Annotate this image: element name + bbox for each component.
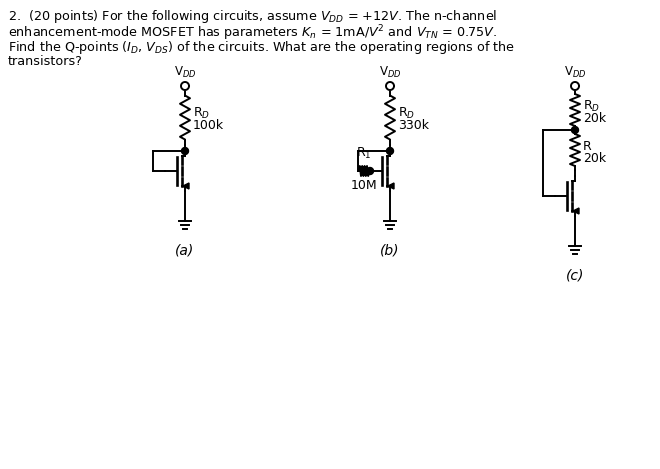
Text: (a): (a) [176,243,195,257]
Polygon shape [366,167,374,174]
Polygon shape [387,148,393,154]
Polygon shape [183,183,189,189]
Polygon shape [181,82,189,90]
Polygon shape [572,127,579,134]
Text: R$_D$: R$_D$ [583,98,600,113]
Text: V$_{DD}$: V$_{DD}$ [379,65,401,80]
Polygon shape [573,208,579,214]
Text: enhancement-mode MOSFET has parameters $K_n$ = 1mA/$V^2$ and $V_{TN}$ = 0.75$V$.: enhancement-mode MOSFET has parameters $… [8,23,497,43]
Text: Find the Q-points ($I_D$, $V_{DS}$) of the circuits. What are the operating regi: Find the Q-points ($I_D$, $V_{DS}$) of t… [8,39,515,56]
Polygon shape [182,148,189,154]
Text: 10M: 10M [350,179,378,192]
Text: R$_1$: R$_1$ [356,146,372,161]
Text: 2.  (20 points) For the following circuits, assume $V_{DD}$ = +12$V$. The n-chan: 2. (20 points) For the following circuit… [8,8,497,25]
Text: R$_D$: R$_D$ [398,106,415,121]
Polygon shape [388,183,394,189]
Text: 330k: 330k [398,119,429,132]
Text: 20k: 20k [583,151,606,165]
Polygon shape [571,82,579,90]
Text: V$_{DD}$: V$_{DD}$ [174,65,196,80]
Text: transistors?: transistors? [8,54,83,68]
Text: 100k: 100k [193,119,224,132]
Text: R$_D$: R$_D$ [193,106,210,121]
Text: (c): (c) [566,268,584,282]
Text: 20k: 20k [583,112,606,124]
Text: (b): (b) [380,243,400,257]
Polygon shape [386,82,394,90]
Text: R: R [583,139,592,152]
Text: V$_{DD}$: V$_{DD}$ [564,65,586,80]
